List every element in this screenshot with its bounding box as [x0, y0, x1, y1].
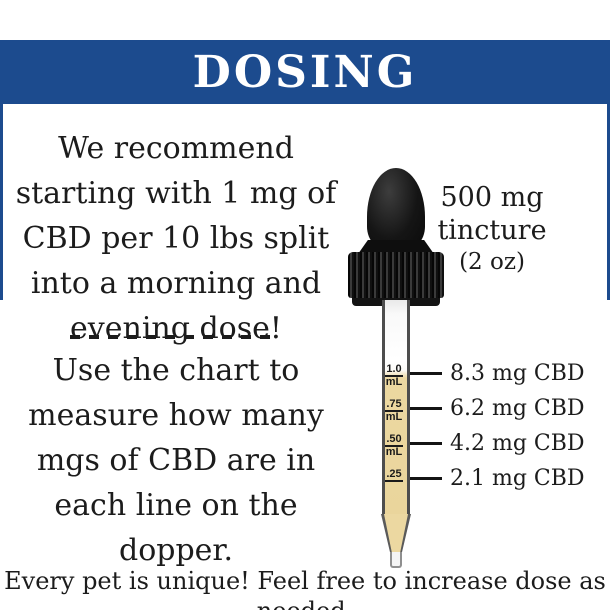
- dose-label: 4.2 mg CBD: [450, 430, 585, 456]
- tincture-label: 500 mg tincture (2 oz): [417, 181, 567, 278]
- intro-line: evening dose!: [70, 311, 282, 346]
- instruction-line: measure how many: [28, 398, 324, 433]
- volume-mark-1.0: 1.0 mL: [381, 359, 407, 388]
- graduation-row: 2.1 mg CBD: [410, 464, 585, 492]
- volume-mark-.75: .75 mL: [381, 394, 407, 423]
- graduation-row: 6.2 mg CBD: [410, 394, 585, 422]
- dropper-bulb: [367, 168, 425, 252]
- footer-note: Every pet is unique! Feel free to increa…: [4, 567, 606, 610]
- dashed-divider: [70, 335, 276, 339]
- volume-unit: mL: [385, 411, 403, 423]
- volume-unit: mL: [385, 376, 403, 388]
- volume-mark-.25: .25: [381, 464, 407, 482]
- graduation-row: 4.2 mg CBD: [410, 429, 585, 457]
- intro-paragraph: We recommend starting with 1 mg of CBD p…: [10, 126, 342, 351]
- tincture-word: tincture: [437, 215, 547, 246]
- dose-label: 2.1 mg CBD: [450, 465, 585, 491]
- dropper-tip-nub: [390, 552, 402, 568]
- dose-label: 8.3 mg CBD: [450, 360, 585, 386]
- instruction-paragraph: Use the chart to measure how many mgs of…: [10, 348, 342, 573]
- volume-mark-.50: .50 mL: [381, 429, 407, 458]
- tick-line: [410, 441, 442, 445]
- volume-number: 1.0: [385, 363, 403, 377]
- left-border-line: [0, 104, 3, 300]
- volume-number: .75: [385, 398, 403, 412]
- volume-number: .50: [385, 433, 403, 447]
- dose-label: 6.2 mg CBD: [450, 395, 585, 421]
- tincture-strength: 500 mg: [440, 182, 544, 213]
- page-title: DOSING: [192, 46, 418, 98]
- intro-line: into a morning and: [30, 266, 322, 301]
- intro-line: starting with 1 mg of: [15, 176, 337, 211]
- volume-number: .25: [385, 468, 403, 482]
- dropper-bulb-base: [358, 240, 434, 254]
- right-border-line: [607, 104, 610, 300]
- tick-line: [410, 371, 442, 375]
- volume-unit: mL: [385, 446, 403, 458]
- instruction-line: dopper.: [118, 533, 233, 568]
- header-bar: DOSING: [0, 40, 610, 104]
- tincture-size: (2 oz): [459, 249, 525, 275]
- instruction-line: each line on the: [54, 488, 298, 523]
- graduation-row: 8.3 mg CBD: [410, 359, 585, 387]
- tick-line: [410, 476, 442, 480]
- intro-line: We recommend: [58, 131, 294, 166]
- tick-line: [410, 406, 442, 410]
- instruction-line: Use the chart to: [52, 353, 300, 388]
- dropper-cap: [348, 252, 444, 298]
- intro-line: CBD per 10 lbs split: [22, 221, 330, 256]
- instruction-line: mgs of CBD are in: [36, 443, 316, 478]
- dropper-glass-tube: [382, 300, 410, 514]
